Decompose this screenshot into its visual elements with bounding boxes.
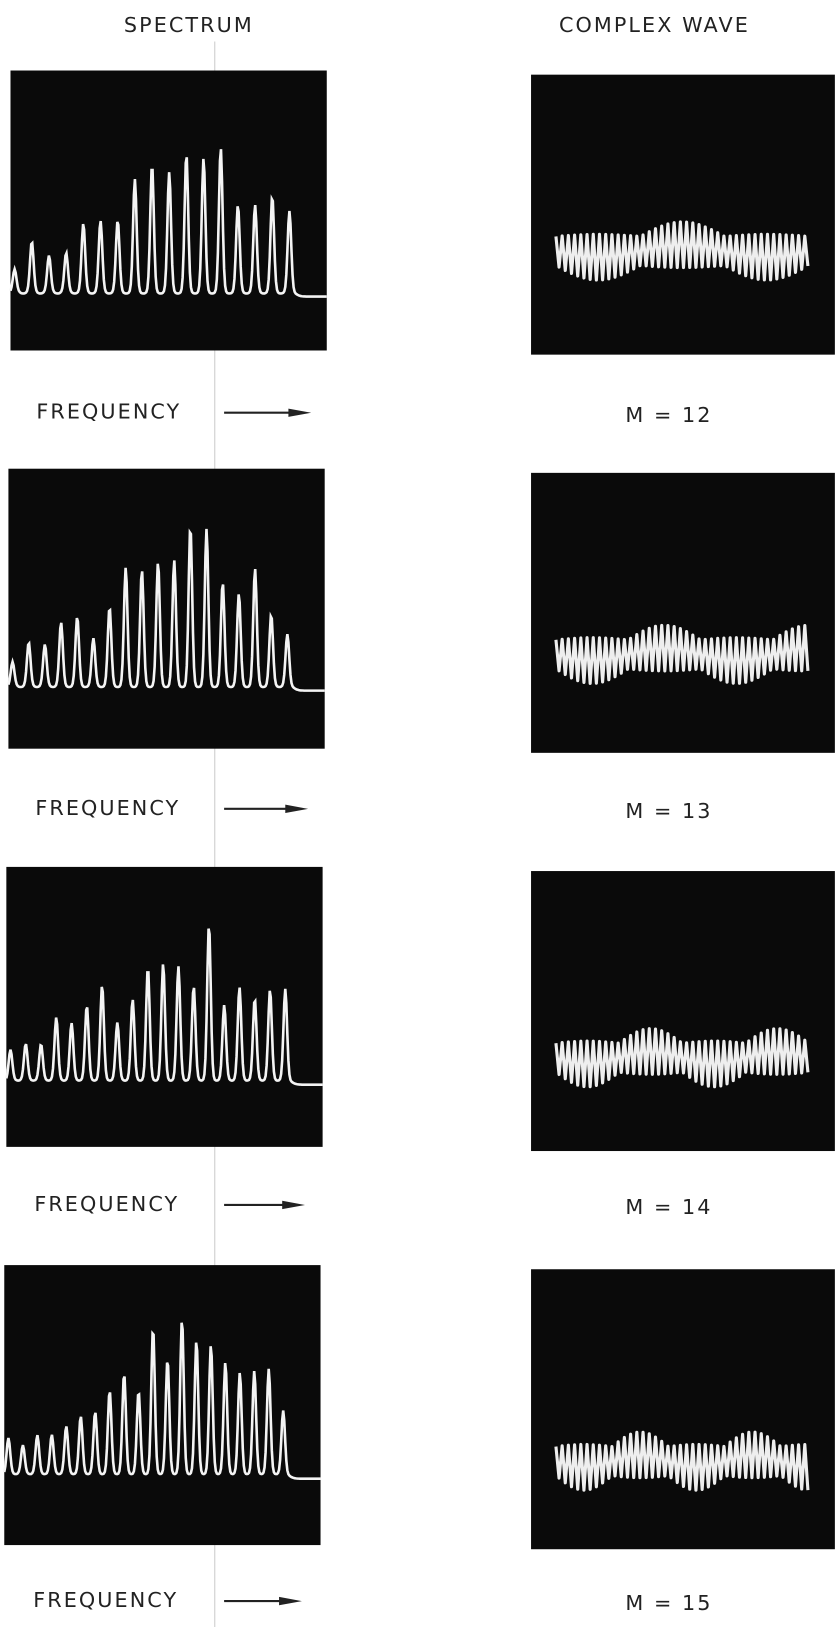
m-label: M = 15 [625,1591,712,1615]
wave-photo [531,472,835,753]
arrow-head [285,804,309,813]
spectrum-photo [8,468,325,749]
axis-label: FREQUENCY [36,400,181,424]
wave-trace [554,623,810,685]
wave-trace [554,1027,810,1089]
wave-photo [531,74,835,355]
spectrum-trace [5,928,323,1086]
m-label: M = 14 [625,1195,712,1219]
m-label: M = 12 [625,403,712,427]
arrow-head [288,408,312,417]
arrow-head [282,1200,305,1210]
m-label: M = 13 [625,799,712,823]
wave-photo [531,1269,835,1550]
wave-header: COMPLEX WAVE [559,13,750,37]
spectrum-trace [7,528,325,692]
wave-trace [554,1430,810,1492]
spectrum-trace [2,1322,321,1481]
arrow-head [279,1596,302,1606]
spectrum-trace [9,149,327,298]
axis-label: FREQUENCY [34,1192,179,1216]
axis-label: FREQUENCY [33,1588,178,1612]
spectrum-header: SPECTRUM [124,13,254,37]
wave-trace [554,220,810,282]
wave-photo [531,871,835,1152]
axis-label: FREQUENCY [35,796,180,820]
spectrum-photo [4,1265,321,1546]
